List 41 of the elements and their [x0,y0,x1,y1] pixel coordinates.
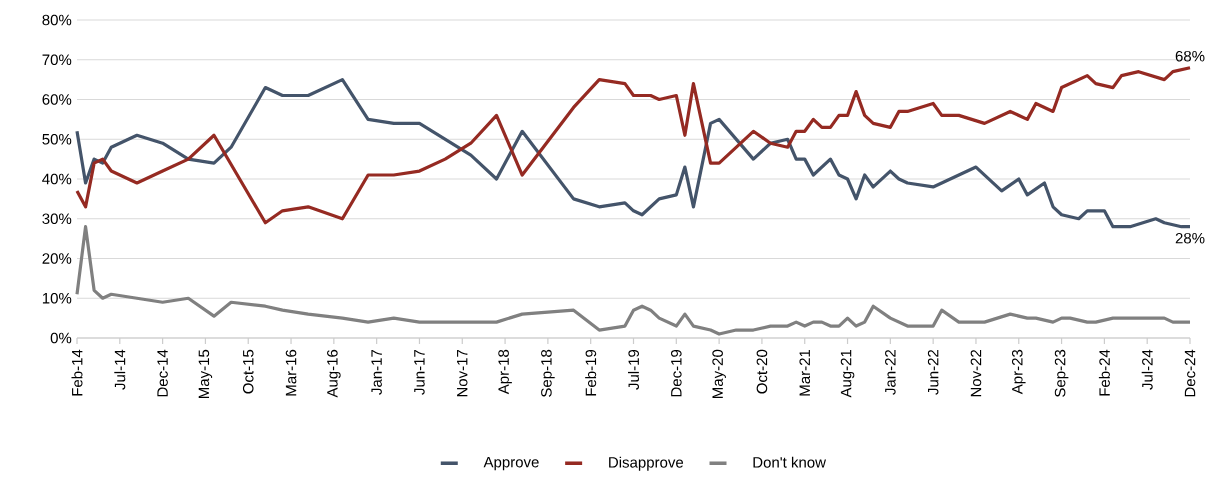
y-tick-label: 10% [42,292,72,304]
y-tick-label: 40% [42,173,72,185]
x-tick-label: Oct-15 [242,349,254,394]
x-tick-label: Aug-16 [327,349,341,398]
x-tick-label: Sep-18 [541,349,555,397]
x-tick-label: Mar-16 [285,349,297,396]
x-tick-label: Apr-23 [1011,349,1026,395]
annotation: 68% [1175,50,1205,62]
x-tick-label: Jun-17 [414,349,425,395]
x-tick-label: Feb-19 [585,349,597,396]
x-tick-label: Oct-20 [756,349,768,394]
x-tick-label: Mar-21 [799,349,811,396]
x-tick-label: Sep-23 [1054,349,1069,397]
x-tick-label: Nov-17 [457,349,468,397]
x-tick-label: Dec-14 [157,349,168,397]
y-tick-label: 20% [42,253,72,264]
x-tick-label: Feb-14 [71,349,83,396]
x-tick-label: Apr-18 [498,349,512,395]
y-tick-label: 60% [42,94,72,105]
legend-label: Disapprove [609,456,684,471]
x-tick-label: May-15 [198,349,213,398]
y-tick-label: 0% [50,332,72,344]
x-tick-label: Aug-21 [840,349,855,398]
x-tick-label: Feb-24 [1098,349,1110,396]
x-tick-label: Jan-22 [885,349,896,395]
x-tick-label: Jul-24 [1141,349,1153,390]
y-tick-label: 50% [42,133,72,145]
y-tick-label: 30% [42,213,72,225]
x-tick-label: Dec-24 [1184,349,1196,397]
x-tick-label: Jul-14 [114,349,126,390]
y-tick-label: 70% [42,54,72,66]
x-tick-label: Jan-17 [371,349,382,395]
x-tick-label: May-20 [712,349,726,398]
x-tick-label: Jul-19 [627,349,640,390]
x-tick-label: Nov-22 [970,349,982,397]
x-tick-label: Dec-19 [671,349,682,397]
y-tick-label: 80% [42,14,72,26]
legend-label: Approve [483,456,539,471]
x-tick-label: Jun-22 [927,349,939,395]
legend-label: Don't know [753,456,827,468]
annotation: 28% [1175,232,1205,244]
